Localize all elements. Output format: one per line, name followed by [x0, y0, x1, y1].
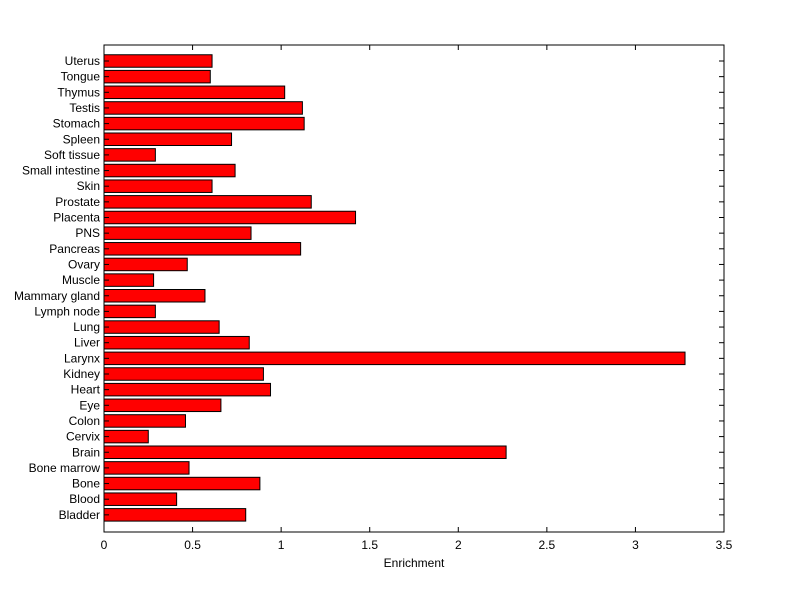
bar-uterus — [103, 54, 213, 68]
category-label: Skin — [77, 179, 100, 193]
category-label: Lymph node — [34, 304, 100, 318]
category-label: Spleen — [63, 132, 100, 146]
category-label: Muscle — [62, 273, 100, 287]
category-label: Soft tissue — [44, 148, 100, 162]
bar-muscle — [103, 273, 155, 287]
category-label: Blood — [69, 492, 100, 506]
category-label: Heart — [71, 383, 101, 397]
category-label: Kidney — [63, 367, 100, 381]
x-tick-label: 1.5 — [361, 538, 378, 552]
bar-heart — [103, 382, 272, 397]
plot-frame — [103, 44, 725, 533]
bar-thymus — [103, 85, 286, 100]
bar-prostate — [103, 195, 312, 209]
bar-skin — [103, 179, 213, 193]
category-label: Liver — [74, 336, 100, 350]
bar-tongue — [103, 69, 211, 84]
bar-ovary — [103, 257, 188, 272]
category-label: Thymus — [57, 85, 100, 99]
category-label: PNS — [75, 226, 100, 240]
bar-stomach — [103, 116, 305, 131]
bar-colon — [103, 414, 186, 428]
category-label: Small intestine — [22, 164, 100, 178]
bar-blood — [103, 492, 178, 506]
x-axis-group: 0 0.5 1 1.5 2 2.5 3 3.5 — [101, 45, 733, 552]
category-label: Prostate — [55, 195, 100, 209]
x-tick-label: 2 — [455, 538, 462, 552]
category-label: Tongue — [61, 70, 101, 84]
bar-eye — [103, 398, 222, 413]
category-label: Lung — [73, 320, 100, 334]
bar-cervix — [103, 429, 149, 444]
category-label: Cervix — [66, 430, 100, 444]
x-axis-label: Enrichment — [384, 556, 445, 570]
bar-lymph-node — [103, 304, 156, 319]
bar-placenta — [103, 210, 357, 225]
category-label: Brain — [72, 445, 100, 459]
bar-testis — [103, 101, 303, 115]
bars-group — [103, 54, 686, 522]
x-tick-label: 1 — [278, 538, 285, 552]
bar-bone — [103, 476, 261, 491]
x-tick-label: 2.5 — [539, 538, 556, 552]
bar-mammary-gland — [103, 289, 206, 303]
category-label: Bladder — [59, 508, 100, 522]
bar-bladder — [103, 508, 247, 522]
category-label: Bone marrow — [29, 461, 101, 475]
bar-brain — [103, 445, 507, 459]
category-label: Pancreas — [49, 242, 100, 256]
category-label: Bone — [72, 477, 100, 491]
x-tick-label: 0.5 — [184, 538, 201, 552]
bar-kidney — [103, 367, 264, 381]
category-label: Larynx — [64, 351, 100, 365]
category-label: Eye — [79, 398, 100, 412]
category-label: Ovary — [68, 257, 100, 271]
category-label: Testis — [69, 101, 100, 115]
x-tick-label: 3.5 — [716, 538, 733, 552]
bar-bone-marrow — [103, 461, 190, 475]
category-label: Colon — [69, 414, 100, 428]
bar-pancreas — [103, 242, 302, 256]
x-tick-label: 0 — [101, 538, 108, 552]
category-label: Mammary gland — [14, 289, 100, 303]
category-label: Stomach — [53, 117, 100, 131]
category-label: Placenta — [53, 211, 100, 225]
bar-liver — [103, 335, 250, 350]
bar-small-intestine — [103, 163, 236, 178]
bar-soft-tissue — [103, 148, 156, 162]
bar-larynx — [103, 351, 686, 366]
bar-pns — [103, 226, 252, 240]
x-tick-label: 3 — [632, 538, 639, 552]
bar-spleen — [103, 132, 233, 146]
category-label: Uterus — [65, 54, 100, 68]
bar-lung — [103, 320, 220, 334]
